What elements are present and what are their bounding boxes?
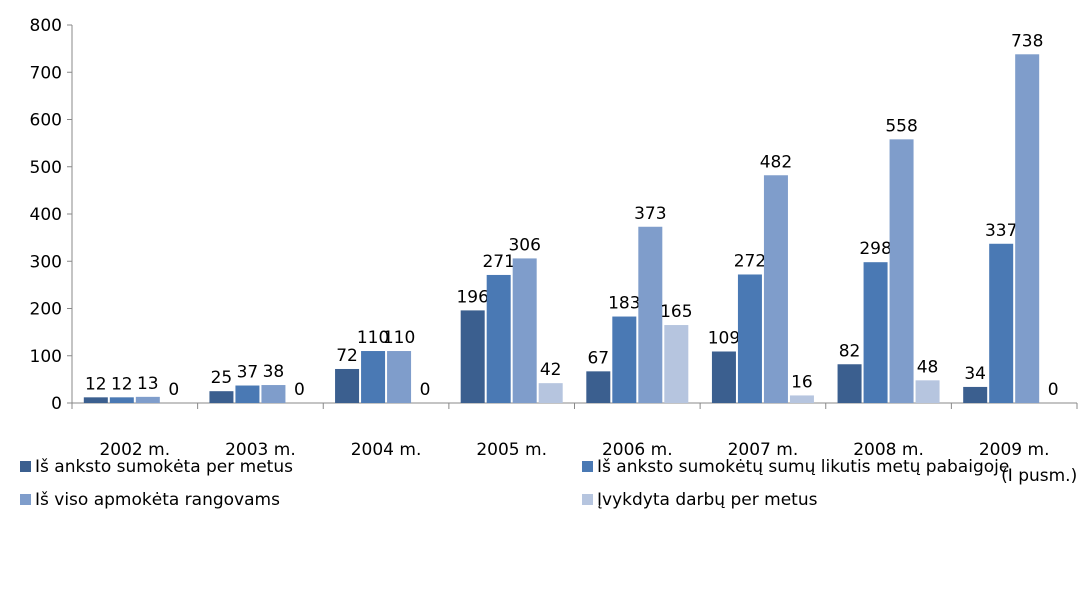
data-label: 82 <box>839 341 861 361</box>
bar <box>837 364 862 403</box>
bar <box>763 175 788 403</box>
y-tick-label: 400 <box>30 205 62 225</box>
bar <box>1015 54 1040 404</box>
bar <box>486 274 511 403</box>
y-tick-label: 500 <box>30 158 62 178</box>
x-tick-label: 2006 m. <box>602 440 673 460</box>
data-label: 13 <box>137 374 159 394</box>
bar <box>235 385 260 403</box>
bar <box>460 310 485 403</box>
bar <box>538 383 563 403</box>
y-tick-label: 600 <box>30 111 62 131</box>
y-tick-label: 100 <box>30 347 62 367</box>
bar <box>209 391 234 403</box>
data-label: 48 <box>917 357 939 377</box>
x-tick-label: 2003 m. <box>225 440 296 460</box>
bar <box>989 243 1014 403</box>
legend-label: Iš viso apmokėta rangovams <box>35 490 280 510</box>
bar <box>789 395 814 403</box>
bar <box>737 274 762 403</box>
x-tick-label: 2007 m. <box>728 440 799 460</box>
y-tick-label: 800 <box>30 16 62 36</box>
data-label: 34 <box>964 364 986 384</box>
bar <box>612 316 637 403</box>
x-tick-label: 2009 m. (I pusm.) <box>979 440 1077 486</box>
data-label: 271 <box>482 252 514 272</box>
x-tick-label: 2004 m. <box>351 440 422 460</box>
data-label: 196 <box>456 287 488 307</box>
data-label: 337 <box>985 221 1017 241</box>
data-label: 0 <box>294 380 305 400</box>
data-label: 110 <box>357 328 389 348</box>
y-tick-label: 200 <box>30 300 62 320</box>
bar <box>83 397 108 403</box>
y-tick-label: 300 <box>30 252 62 272</box>
data-label: 0 <box>1048 380 1059 400</box>
x-tick-label: 2005 m. <box>476 440 547 460</box>
bar <box>261 385 286 403</box>
bar <box>915 380 940 403</box>
x-tick-label: 2008 m. <box>853 440 924 460</box>
bar <box>135 396 160 403</box>
data-label: 38 <box>263 362 285 382</box>
data-label: 306 <box>508 235 540 255</box>
data-label: 12 <box>111 374 133 394</box>
data-label: 67 <box>587 348 609 368</box>
legend-label: Iš anksto sumokėtų sumų likutis metų pab… <box>597 457 1009 477</box>
legend-label: Įvykdyta darbų per metus <box>597 490 818 510</box>
data-label: 42 <box>540 360 562 380</box>
bar <box>963 386 988 403</box>
data-label: 558 <box>885 116 917 136</box>
bar <box>711 351 736 403</box>
y-tick-label: 700 <box>30 63 62 83</box>
data-label: 298 <box>859 239 891 259</box>
data-label: 0 <box>420 380 431 400</box>
data-label: 165 <box>660 302 692 322</box>
x-tick-label: 2002 m. <box>99 440 170 460</box>
data-label: 482 <box>760 152 792 172</box>
bar <box>664 325 689 403</box>
bar <box>889 139 914 403</box>
bar <box>586 371 611 403</box>
bar <box>361 351 386 403</box>
bar <box>387 351 412 403</box>
bar <box>638 226 663 403</box>
data-label: 738 <box>1011 31 1043 51</box>
data-label: 110 <box>383 328 415 348</box>
data-label: 37 <box>237 363 259 383</box>
data-label: 25 <box>211 368 233 388</box>
legend-swatch <box>582 461 593 472</box>
data-label: 0 <box>168 380 179 400</box>
bar <box>109 397 134 403</box>
data-label: 12 <box>85 374 107 394</box>
legend-label: Iš anksto sumokėta per metus <box>35 457 293 477</box>
data-label: 72 <box>336 346 358 366</box>
data-label: 272 <box>734 251 766 271</box>
legend-swatch <box>582 494 593 505</box>
data-label: 373 <box>634 204 666 224</box>
data-label: 16 <box>791 372 813 392</box>
bar <box>512 258 537 403</box>
bar <box>335 368 360 403</box>
legend-swatch <box>20 494 31 505</box>
data-label: 109 <box>708 328 740 348</box>
bar <box>863 262 888 403</box>
legend-swatch <box>20 461 31 472</box>
y-tick-label: 0 <box>51 394 62 414</box>
data-label: 183 <box>608 294 640 314</box>
